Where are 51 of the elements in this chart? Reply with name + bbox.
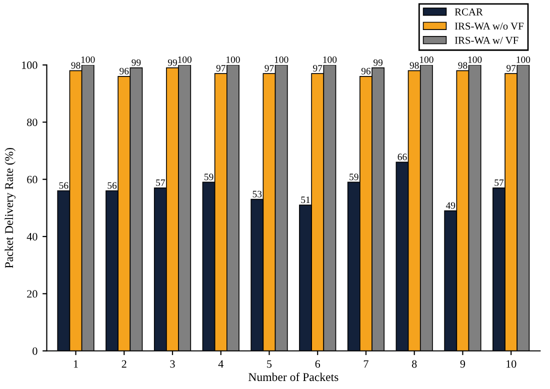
x-tick-label: 3 (170, 360, 175, 368)
y-tick-label: 60 (27, 176, 38, 184)
x-axis-title: Number of Packets (248, 372, 338, 382)
y-tick-label: 20 (27, 290, 38, 298)
y-tick-label: 40 (26, 232, 38, 240)
data-label: 99 (374, 59, 383, 66)
data-label: 100 (81, 56, 95, 63)
x-tick-label: 10 (506, 360, 516, 368)
data-label: 56 (59, 182, 68, 189)
data-label: 100 (323, 56, 337, 63)
data-label: 97 (216, 65, 226, 72)
x-tick-label: 7 (364, 360, 368, 368)
x-tick-label: 6 (315, 360, 320, 368)
data-label: 56 (108, 182, 117, 189)
y-axis-title: Packet Delivery Rate (%) (4, 148, 16, 268)
y-tick-label: 80 (27, 118, 38, 126)
data-label: 100 (274, 56, 288, 63)
x-tick-label: 8 (412, 360, 417, 368)
data-label: 100 (420, 56, 434, 63)
data-label: 100 (468, 56, 482, 63)
data-label: 97 (313, 65, 322, 72)
data-label: 59 (204, 174, 214, 180)
data-label: 98 (71, 62, 80, 69)
x-tick-label: 5 (267, 360, 272, 368)
data-label: 100 (516, 56, 530, 63)
data-label: 51 (301, 196, 310, 204)
data-label: 97 (506, 65, 516, 72)
data-label: 100 (226, 56, 240, 63)
x-tick-label: 1 (74, 360, 78, 368)
y-tick-label: 0 (32, 347, 38, 355)
data-label: 98 (410, 62, 419, 69)
data-label: 96 (120, 68, 129, 74)
x-tick-label: 4 (218, 360, 224, 368)
data-label: 57 (156, 179, 165, 186)
legend-label: IRS-WA w/o VF (454, 22, 524, 30)
data-label: 97 (264, 65, 274, 72)
y-tick-label: 100 (22, 61, 38, 69)
legend-label: RCAR (454, 8, 483, 16)
data-label: 57 (494, 179, 504, 186)
data-label: 96 (361, 68, 371, 74)
data-label: 100 (178, 56, 192, 63)
data-label: 59 (350, 174, 358, 180)
x-tick-label: 2 (122, 360, 126, 368)
x-tick-label: 9 (460, 360, 466, 368)
data-label: 53 (252, 190, 262, 198)
legend-label: IRS-WA w/ VF (454, 36, 518, 44)
data-label: 98 (458, 62, 468, 69)
data-label: 49 (446, 202, 456, 209)
data-label: 99 (132, 59, 141, 66)
data-label: 66 (398, 154, 407, 160)
data-label: 99 (168, 59, 177, 66)
